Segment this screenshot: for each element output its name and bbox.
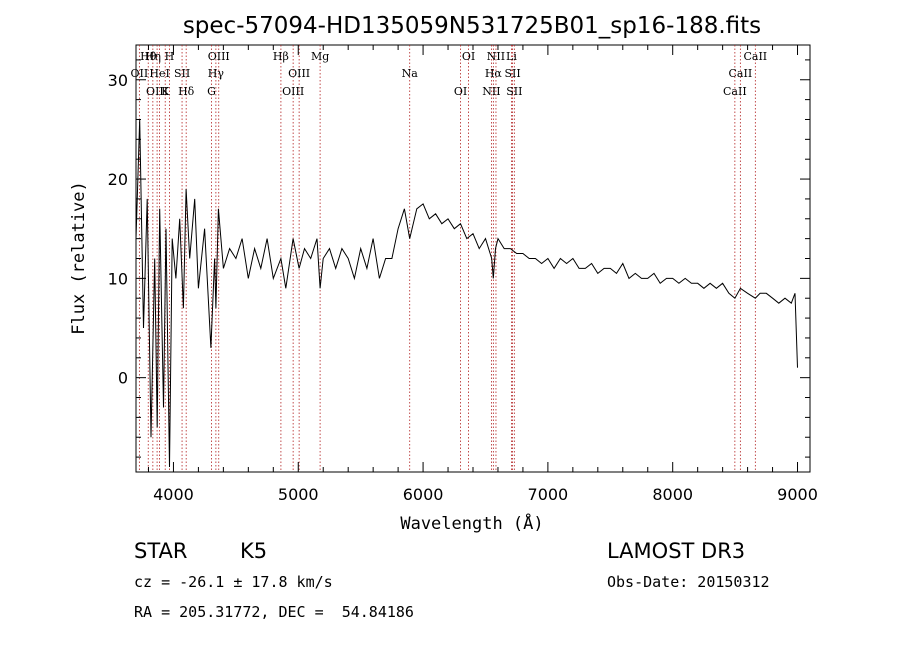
spectrum-line xyxy=(135,119,798,468)
line-label: Hη xyxy=(145,50,161,63)
line-label: Hγ xyxy=(208,67,225,80)
line-label: OIII xyxy=(282,85,304,98)
line-label: NII xyxy=(487,50,505,63)
line-label: K xyxy=(161,85,170,98)
obs-date: Obs-Date: 20150312 xyxy=(607,573,770,591)
line-labels: HθOIIOIIIHηHeIKHSIIHδOIIIHγGHβOIIIOIIIMg… xyxy=(131,50,768,98)
y-tick-label: 10 xyxy=(108,269,128,288)
line-label: Hα xyxy=(485,67,503,80)
y-axis-label: Flux (relative) xyxy=(69,181,89,335)
line-label: HeI xyxy=(149,67,169,80)
x-tick-label: 7000 xyxy=(528,485,569,504)
line-label: OIII xyxy=(146,85,168,98)
line-label: OI xyxy=(454,85,467,98)
y-tick-label: 20 xyxy=(108,170,128,189)
line-label: Na xyxy=(402,67,419,80)
object-subclass: K5 xyxy=(240,539,268,563)
line-label: G xyxy=(207,85,216,98)
x-tick-label: 8000 xyxy=(652,485,693,504)
redshift-cz: cz = -26.1 ± 17.8 km/s xyxy=(134,573,333,591)
plot-frame xyxy=(135,44,811,473)
line-label: H xyxy=(165,50,175,63)
ra-dec: RA = 205.31772, DEC = 54.84186 xyxy=(134,603,414,621)
y-axis: 0 10 20 30 xyxy=(108,59,810,458)
x-tick-label: 9000 xyxy=(777,485,818,504)
line-label: NII xyxy=(482,85,500,98)
line-label: OIII xyxy=(288,67,310,80)
line-label: SII xyxy=(504,67,520,80)
line-label: CaII xyxy=(723,85,747,98)
y-tick-label: 30 xyxy=(108,71,128,90)
line-label: CaII xyxy=(743,50,767,63)
line-label: Li xyxy=(506,50,517,63)
chart-title: spec-57094-HD135059N531725B01_sp16-188.f… xyxy=(183,13,761,39)
x-tick-label: 5000 xyxy=(278,485,319,504)
survey-name: LAMOST DR3 xyxy=(607,539,746,563)
line-label: CaII xyxy=(729,67,753,80)
x-tick-label: 6000 xyxy=(403,485,444,504)
x-axis-label: Wavelength (Å) xyxy=(400,512,543,534)
line-markers xyxy=(138,45,756,472)
line-label: Hθ xyxy=(140,50,157,63)
line-label: OIII xyxy=(208,50,230,63)
x-axis: 4000 5000 6000 7000 8000 9000 xyxy=(147,45,818,504)
line-label: OI xyxy=(462,50,475,63)
line-label: OII xyxy=(131,67,149,80)
object-class: STAR xyxy=(134,539,188,563)
line-label: Hδ xyxy=(178,85,195,98)
x-tick-label: 4000 xyxy=(153,485,194,504)
line-label: SII xyxy=(174,67,190,80)
line-label: Mg xyxy=(311,50,329,63)
y-tick-label: 0 xyxy=(118,369,128,388)
line-label: Hβ xyxy=(273,50,289,63)
line-label: SII xyxy=(506,85,522,98)
